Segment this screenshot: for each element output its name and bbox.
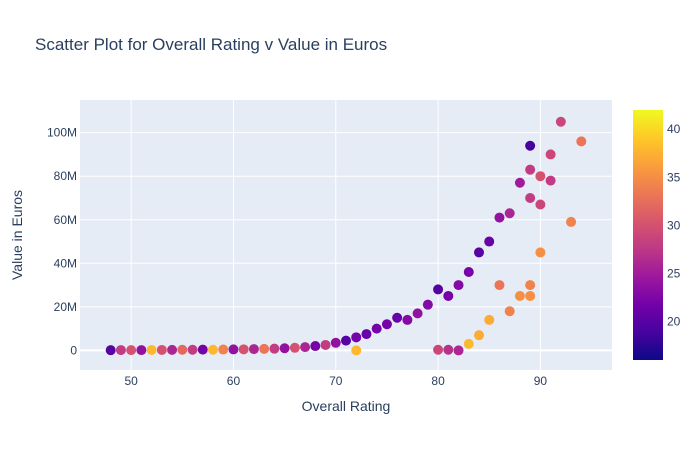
- data-point: [433, 344, 444, 355]
- data-point: [300, 342, 311, 353]
- data-point: [576, 136, 587, 147]
- data-point: [525, 164, 536, 175]
- data-point: [504, 208, 515, 219]
- data-point: [545, 149, 556, 160]
- y-tick-label: 100M: [47, 126, 77, 140]
- data-point: [126, 345, 137, 356]
- colorbar-tick-label: 40: [667, 122, 681, 136]
- data-point: [514, 290, 525, 301]
- data-point: [494, 212, 505, 223]
- data-point: [453, 280, 464, 291]
- data-point: [463, 267, 474, 278]
- data-point: [381, 319, 392, 330]
- x-tick-label: 60: [227, 374, 241, 388]
- y-tick-label: 0: [70, 343, 77, 357]
- data-point: [289, 342, 300, 353]
- y-tick-label: 20M: [54, 300, 77, 314]
- data-point: [177, 344, 188, 355]
- colorbar-tick-label: 20: [667, 315, 681, 329]
- x-axis-ticks: 50 60 70 80 90: [124, 374, 547, 388]
- data-point: [535, 199, 546, 210]
- data-point: [259, 343, 270, 354]
- colorbar-tick-label: 25: [667, 266, 681, 280]
- colorbar: [633, 110, 663, 360]
- colorbar-tick-label: 35: [667, 170, 681, 184]
- data-point: [341, 335, 351, 346]
- data-point: [453, 345, 464, 356]
- data-point: [371, 323, 382, 334]
- data-point: [269, 343, 280, 354]
- data-point: [525, 280, 536, 291]
- x-axis-title: Overall Rating: [302, 398, 391, 414]
- data-point: [545, 175, 556, 186]
- data-point: [228, 344, 239, 355]
- data-point: [566, 216, 577, 227]
- data-point: [484, 314, 495, 325]
- data-point: [525, 140, 536, 151]
- y-tick-label: 80M: [54, 169, 77, 183]
- data-point: [535, 171, 546, 182]
- data-point: [463, 338, 474, 349]
- data-point: [310, 341, 321, 352]
- data-point: [105, 345, 116, 356]
- data-point: [351, 345, 362, 356]
- data-point: [279, 343, 290, 354]
- data-point: [443, 290, 454, 301]
- data-point: [525, 192, 536, 203]
- plot-area: [80, 100, 612, 370]
- data-point: [248, 344, 259, 355]
- data-point: [555, 116, 566, 127]
- data-point: [402, 314, 413, 325]
- data-point: [525, 290, 536, 301]
- x-tick-label: 70: [329, 374, 343, 388]
- data-point: [361, 329, 372, 340]
- data-point: [484, 236, 495, 247]
- y-tick-label: 60M: [54, 213, 77, 227]
- data-point: [167, 344, 178, 355]
- data-point: [422, 299, 433, 310]
- data-point: [474, 330, 484, 341]
- data-point: [392, 312, 403, 323]
- x-tick-label: 80: [431, 374, 445, 388]
- chart-title: Scatter Plot for Overall Rating v Value …: [35, 35, 387, 54]
- data-point: [115, 345, 126, 356]
- colorbar-ticks: 20 25 30 35 40: [667, 122, 681, 328]
- data-point: [351, 332, 362, 343]
- data-point: [238, 344, 249, 355]
- data-point: [320, 339, 331, 350]
- data-point: [514, 177, 525, 188]
- data-point: [197, 344, 208, 355]
- data-point: [474, 247, 484, 258]
- x-tick-label: 50: [124, 374, 138, 388]
- data-point: [535, 247, 546, 258]
- y-axis-title: Value in Euros: [9, 190, 25, 280]
- data-points: [105, 116, 587, 356]
- data-point: [208, 344, 218, 355]
- data-point: [156, 344, 167, 355]
- data-point: [146, 345, 157, 356]
- data-point: [494, 280, 505, 291]
- y-tick-label: 40M: [54, 256, 77, 270]
- colorbar-tick-label: 30: [667, 218, 681, 232]
- data-point: [412, 308, 423, 319]
- y-axis-ticks: 0 20M 40M 60M 80M 100M: [47, 126, 77, 358]
- data-point: [433, 284, 444, 295]
- data-point: [218, 344, 229, 355]
- data-point: [136, 345, 147, 356]
- data-point: [330, 337, 341, 348]
- data-point: [443, 344, 454, 355]
- x-tick-label: 90: [534, 374, 548, 388]
- data-point: [504, 306, 515, 317]
- data-point: [187, 344, 198, 355]
